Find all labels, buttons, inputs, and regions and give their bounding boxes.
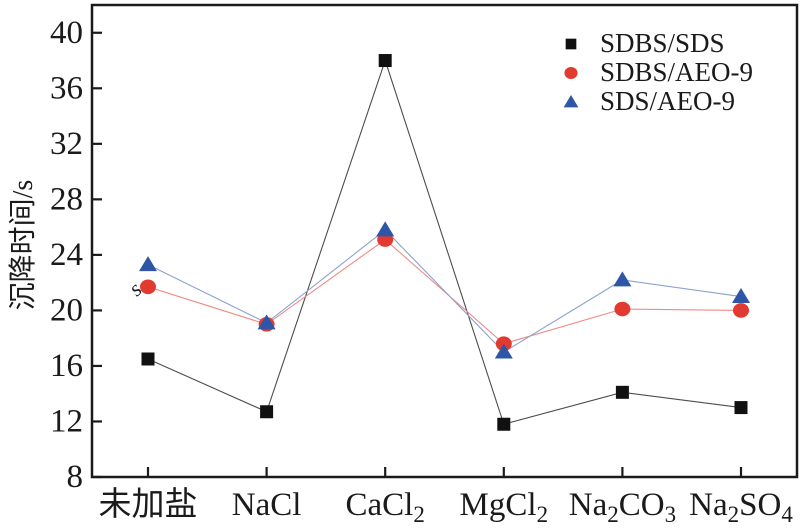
marker-square [141, 352, 155, 366]
y-tick-label: 40 [50, 15, 83, 51]
x-category-label: CaCl2 [346, 487, 425, 527]
marker-triangle [376, 221, 395, 237]
legend-label: SDS/AEO-9 [600, 86, 736, 116]
marker-triangle [563, 95, 579, 108]
marker-square [260, 405, 274, 419]
marker-square [378, 54, 392, 68]
legend-marker-icon [563, 95, 579, 108]
y-tick-label: 16 [50, 348, 83, 384]
legend-marker-icon [564, 67, 578, 79]
legend-item: SDS/AEO-9 [554, 86, 753, 116]
marker-triangle [139, 256, 157, 272]
y-tick-label: 24 [50, 237, 83, 273]
x-category-label: NaCl [232, 487, 302, 523]
marker-circle [733, 303, 749, 318]
marker-circle [140, 279, 156, 295]
plot-frame [90, 3, 799, 479]
y-tick-label: 8 [67, 459, 84, 495]
marker-circle [614, 301, 631, 317]
y-axis-title: 沉降时间/s [8, 179, 39, 311]
legend-item: SDBS/SDS [554, 28, 753, 58]
legend-item: SDBS/AEO-9 [554, 57, 754, 87]
marker-triangle [732, 288, 750, 304]
marker-triangle [494, 343, 513, 359]
marker-square [497, 417, 511, 431]
legend-label: SDBS/SDS [600, 28, 725, 58]
y-tick-label: 20 [50, 292, 83, 328]
marker-triangle [613, 271, 632, 287]
y-tick-label: 36 [50, 70, 83, 106]
y-tick-label: 32 [50, 126, 83, 162]
marker-square [615, 385, 629, 399]
y-tick-label: 28 [50, 181, 83, 217]
legend-label: SDBS/AEO-9 [600, 57, 754, 87]
x-category-label: Na2SO4 [689, 487, 793, 527]
x-category-label: 未加盐 [99, 486, 198, 523]
legend: SDBS/SDS SDBS/AEO-9 SDS/AEO-9 [554, 28, 754, 116]
marker-circle [564, 67, 578, 79]
y-tick-label: 12 [50, 403, 83, 439]
x-category-label: Na2CO3 [569, 487, 676, 527]
marker-triangle [257, 314, 276, 330]
legend-marker-icon [565, 38, 577, 50]
marker-square [734, 401, 748, 415]
marker-square [565, 38, 577, 50]
x-category-label: MgCl2 [460, 487, 549, 527]
series-line [147, 58, 742, 425]
series-line [147, 229, 742, 353]
